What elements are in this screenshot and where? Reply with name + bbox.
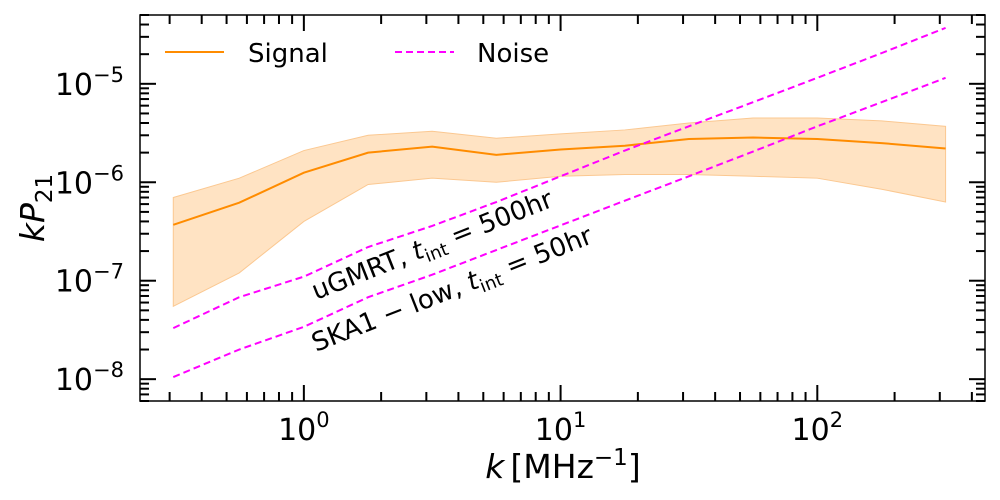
y-tick-label: 10−7 <box>55 260 124 300</box>
x-tick-label: 102 <box>792 408 844 448</box>
x-axis-title: k [MHz−1] <box>485 445 640 486</box>
signal-band <box>172 117 947 308</box>
x-tick-label: 101 <box>535 408 587 448</box>
y-tick-label: 10−8 <box>55 358 124 398</box>
y-tick-label: 10−5 <box>55 63 124 103</box>
y-tick-label: 10−6 <box>55 161 124 201</box>
legend-signal-label: Signal <box>248 39 328 69</box>
legend: Signal Noise <box>165 39 549 69</box>
tick-labels: 100 101 102 10−8 10−7 10−6 10−5 <box>55 63 843 448</box>
signal-line <box>172 136 946 226</box>
legend-noise-label: Noise <box>477 39 549 69</box>
x-tick-label: 100 <box>278 408 330 448</box>
y-axis-title: kP21 <box>13 174 58 242</box>
series-lines <box>172 26 946 378</box>
plot-frame <box>139 14 986 402</box>
signal-uncertainty-band <box>172 117 947 308</box>
